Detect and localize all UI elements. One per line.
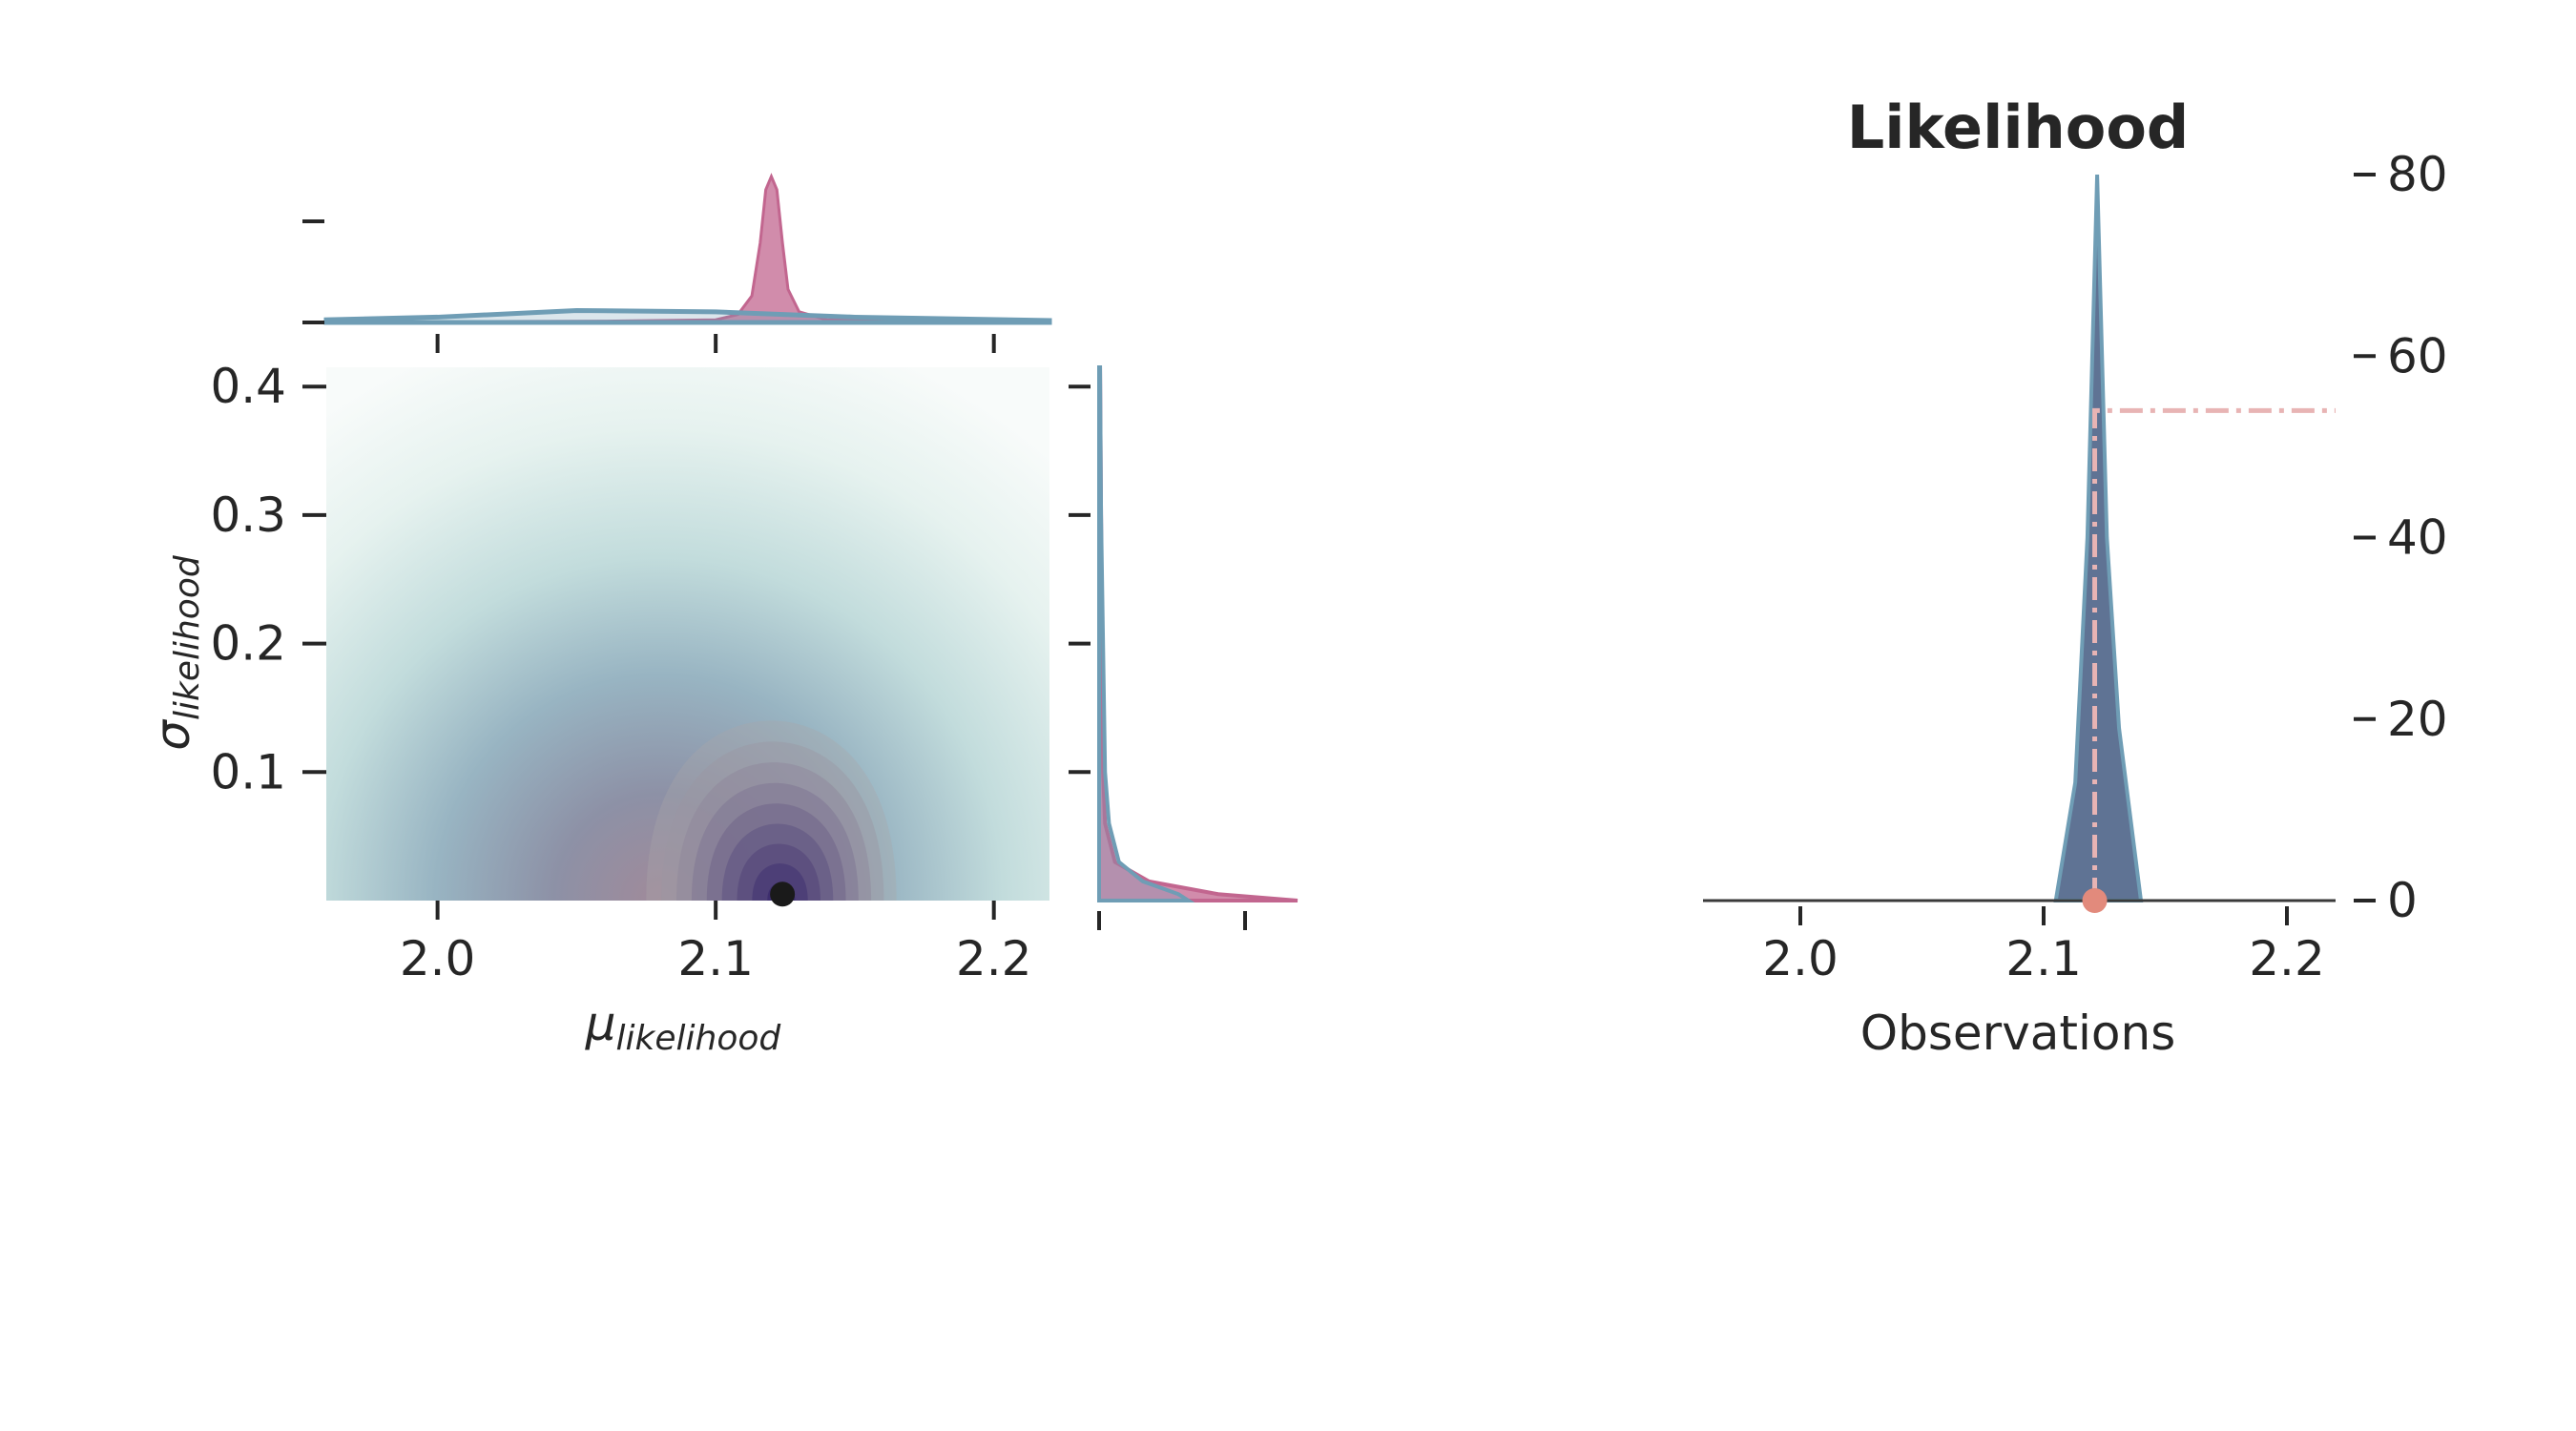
joint-density-panel: 2.0 2.1 2.2 0.1 0.2 0.3 0.4 μlikelihood σlike… [145,359,1049,1058]
joint-x-tick-label: 2.0 [400,931,476,986]
posterior-contours [646,720,897,901]
posterior-point-marker [770,881,796,907]
observed-point-marker [2082,888,2108,913]
chart-title: Likelihood [1847,93,2190,162]
joint-y-tick-label: 0.2 [210,616,286,672]
observed-cdf-step-line [2092,407,2336,901]
observations-y-tick-label: 60 [2387,328,2448,384]
observations-x-tick-label: 2.2 [2249,931,2325,986]
observations-y-tick-label: 0 [2387,873,2418,928]
joint-y-ticks: 0.1 0.2 0.3 0.4 [210,359,326,799]
sigma-marginal-panel [1069,365,1298,930]
observations-y-tick-label: 80 [2387,147,2448,202]
joint-x-tick-label: 2.2 [956,931,1032,986]
observations-x-axis-label: Observations [1860,1006,2176,1061]
joint-y-tick-label: 0.4 [210,359,286,414]
observations-y-tick-label: 40 [2387,510,2448,566]
joint-x-axis-label: μlikelihood [585,996,782,1058]
joint-x-tick-label: 2.1 [677,931,754,986]
observations-y-tick-label: 20 [2387,692,2448,747]
sigma-posterior-density [1097,365,1298,902]
observations-density [2053,174,2144,902]
joint-y-axis-label: σlikelihood [145,554,207,751]
mu-marginal-panel [302,173,1052,353]
joint-y-tick-label: 0.1 [210,744,286,799]
observations-x-tick-label: 2.0 [1762,931,1839,986]
joint-x-ticks: 2.0 2.1 2.2 [400,901,1032,986]
joint-y-tick-label: 0.3 [210,487,286,543]
mu-prior-density [323,307,1052,325]
sigma-prior-density [1097,365,1195,902]
mu-posterior-density [324,173,1051,324]
observations-panel: 2.0 2.1 2.2 0 20 40 60 80 Likelihood Observations [1703,93,2448,1061]
joint-density-background [326,367,1049,901]
observations-x-tick-label: 2.1 [2005,931,2082,986]
